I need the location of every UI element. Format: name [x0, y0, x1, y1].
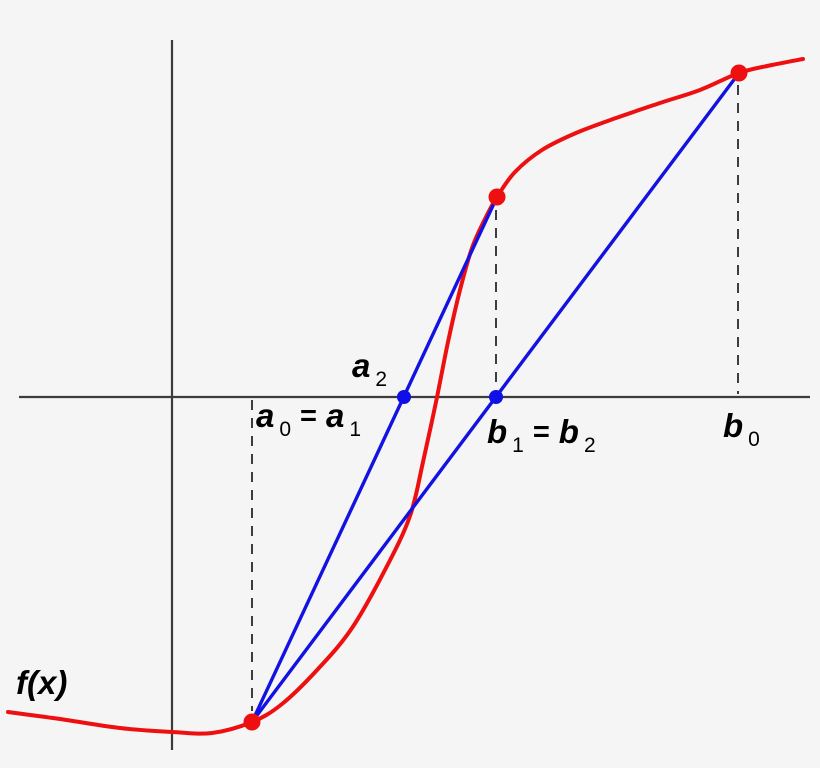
point-a2-marker	[397, 390, 411, 404]
point-f-b1-marker	[488, 188, 506, 206]
point-f-a0-marker	[243, 713, 261, 731]
point-f-b0-marker	[730, 64, 748, 82]
secant-a1-b1-line	[250, 195, 499, 724]
function-curve	[6, 57, 805, 736]
point-b1-b2-marker	[489, 390, 503, 404]
